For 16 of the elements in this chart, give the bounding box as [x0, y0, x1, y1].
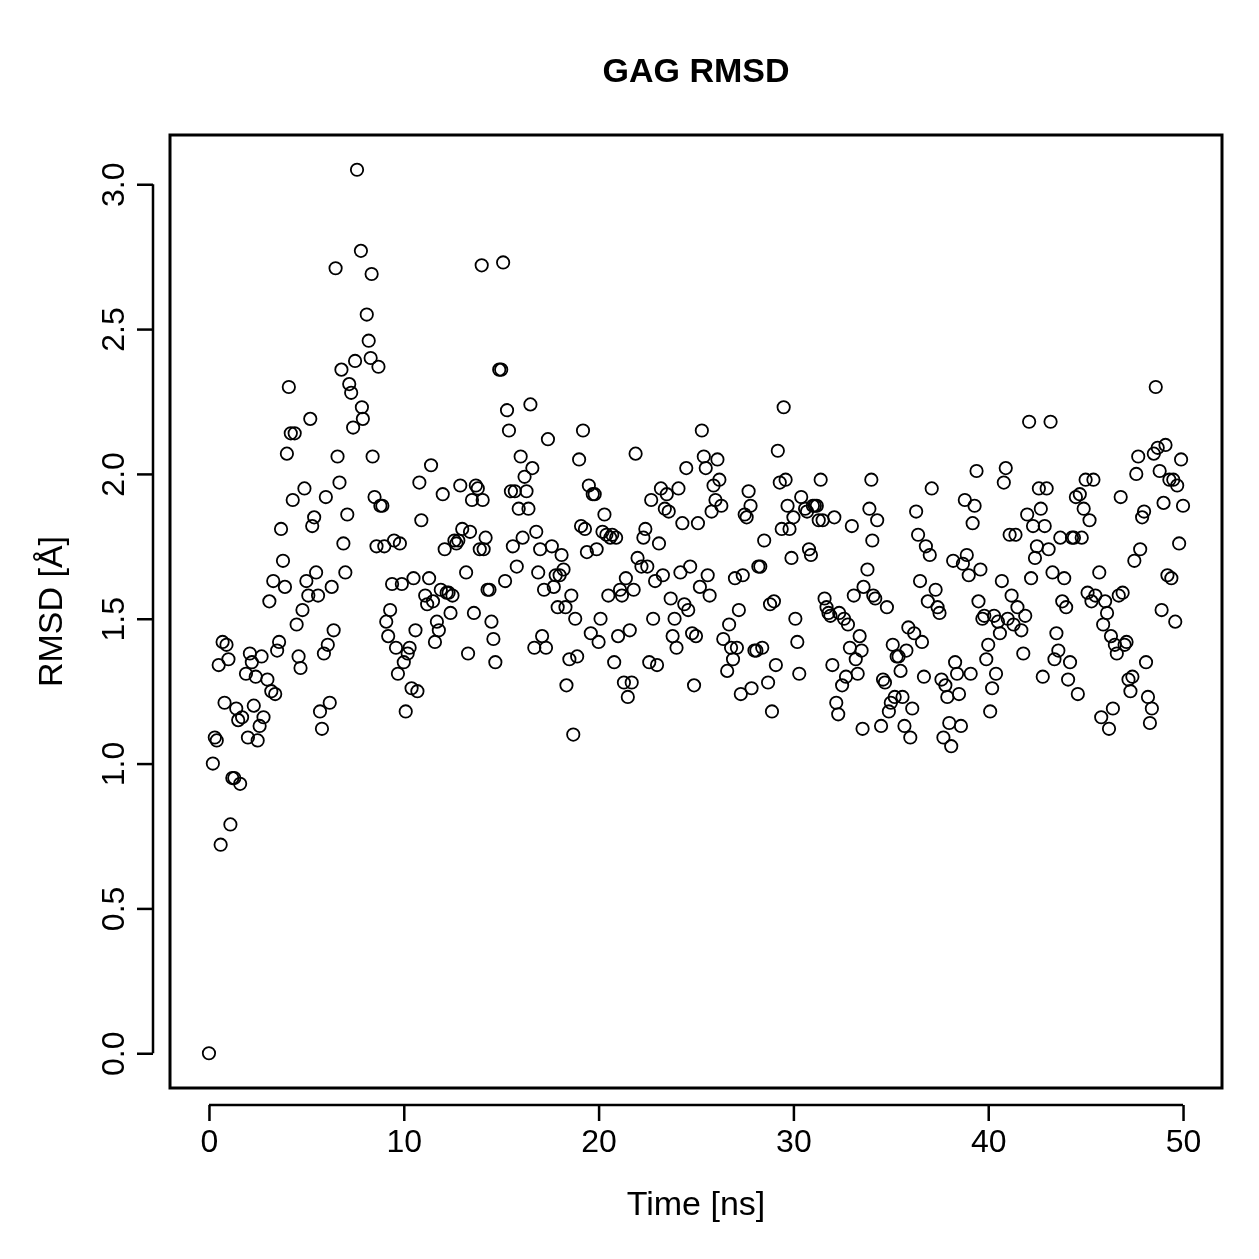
- y-tick-label: 0.5: [95, 886, 132, 932]
- chart-title: GAG RMSD: [602, 51, 790, 89]
- x-tick-label: 0: [200, 1122, 219, 1159]
- x-tick-label: 40: [970, 1122, 1007, 1159]
- x-tick-label: 30: [776, 1122, 812, 1159]
- x-tick-label: 20: [581, 1122, 617, 1159]
- x-tick-label: 50: [1165, 1122, 1202, 1159]
- y-tick-label: 3.0: [95, 162, 132, 207]
- y-tick-label: 0.0: [95, 1031, 132, 1076]
- y-tick-label: 1.0: [95, 741, 132, 787]
- y-tick-label: 2.5: [95, 307, 132, 352]
- y-tick-label: 2.0: [95, 452, 132, 497]
- x-axis-title: Time [ns]: [626, 1184, 766, 1222]
- y-axis-title: RMSD [Å]: [31, 535, 69, 688]
- y-tick-label: 1.5: [95, 597, 132, 642]
- x-tick-label: 10: [386, 1122, 423, 1159]
